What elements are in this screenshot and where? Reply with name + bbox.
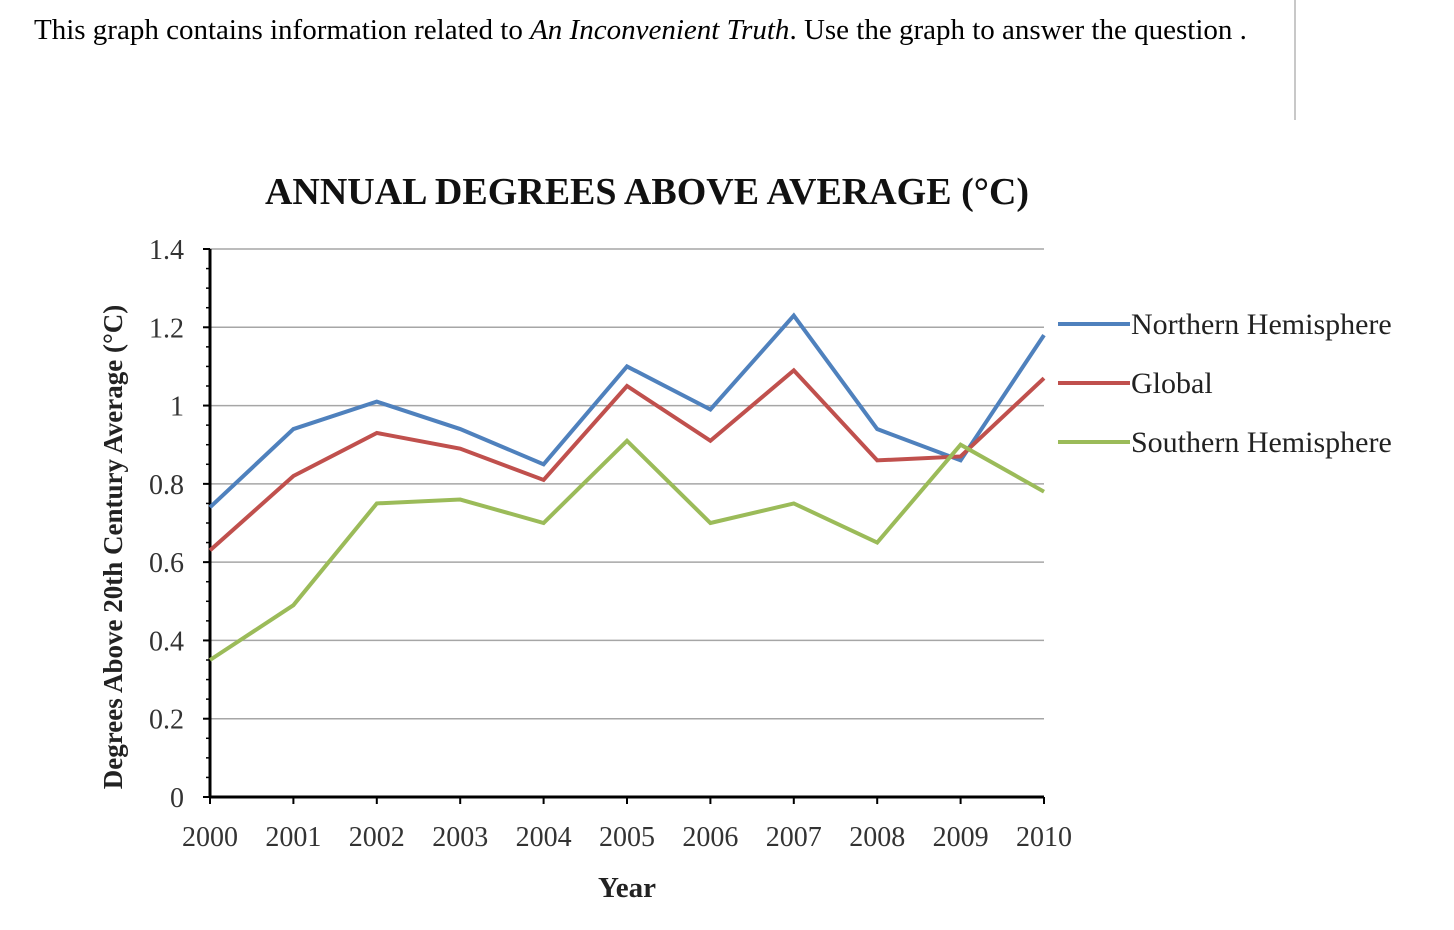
y-tick-label: 1.2 (149, 313, 184, 344)
x-tick-label: 2007 (766, 822, 822, 853)
x-tick-label: 2002 (349, 822, 405, 853)
y-tick-label: 0.8 (149, 470, 184, 501)
x-tick-label: 2009 (933, 822, 989, 853)
y-tick-label: 0.6 (149, 548, 184, 579)
x-tick-label: 2000 (182, 822, 238, 853)
plot-area: 0 0.2 0.4 0.6 0.8 1 1.2 1.4 2000 2001 2002 2003 2004… (149, 235, 1392, 853)
y-tick-label: 0.2 (149, 705, 184, 736)
y-axis-label: Degrees Above 20th Century Average (°C) (98, 305, 128, 789)
x-tick-label: 2010 (1016, 822, 1072, 853)
intro-text: This graph contains information related … (34, 14, 531, 46)
y-tick-label: 0 (170, 783, 184, 814)
page-divider (1294, 0, 1296, 120)
intro-text-end: . Use the graph to answer the question . (789, 14, 1247, 46)
series-line-southern-hemisphere (208, 437, 1045, 662)
x-tick-label: 2005 (599, 822, 655, 853)
legend-label: Global (1131, 367, 1213, 400)
legend-label: Northern Hemisphere (1131, 308, 1392, 341)
film-title: An Inconvenient Truth (530, 14, 790, 46)
chart-title: ANNUAL DEGREES ABOVE AVERAGE (°C) (265, 171, 1029, 213)
question-intro: This graph contains information related … (34, 12, 1254, 48)
y-tick-label: 1.4 (149, 235, 184, 266)
x-axis-label: Year (598, 872, 656, 904)
legend-label: Southern Hemisphere (1131, 426, 1392, 459)
y-tick-label: 1 (170, 392, 184, 423)
x-tick-label: 2006 (682, 822, 738, 853)
series-line-global (208, 367, 1046, 552)
x-tick-label: 2008 (849, 822, 905, 853)
series-line-northern-hemisphere (208, 312, 1046, 509)
y-tick-label: 0.4 (149, 626, 184, 657)
x-tick-label: 2003 (432, 822, 488, 853)
x-tick-label: 2004 (516, 822, 572, 853)
x-tick-label: 2001 (265, 822, 321, 853)
